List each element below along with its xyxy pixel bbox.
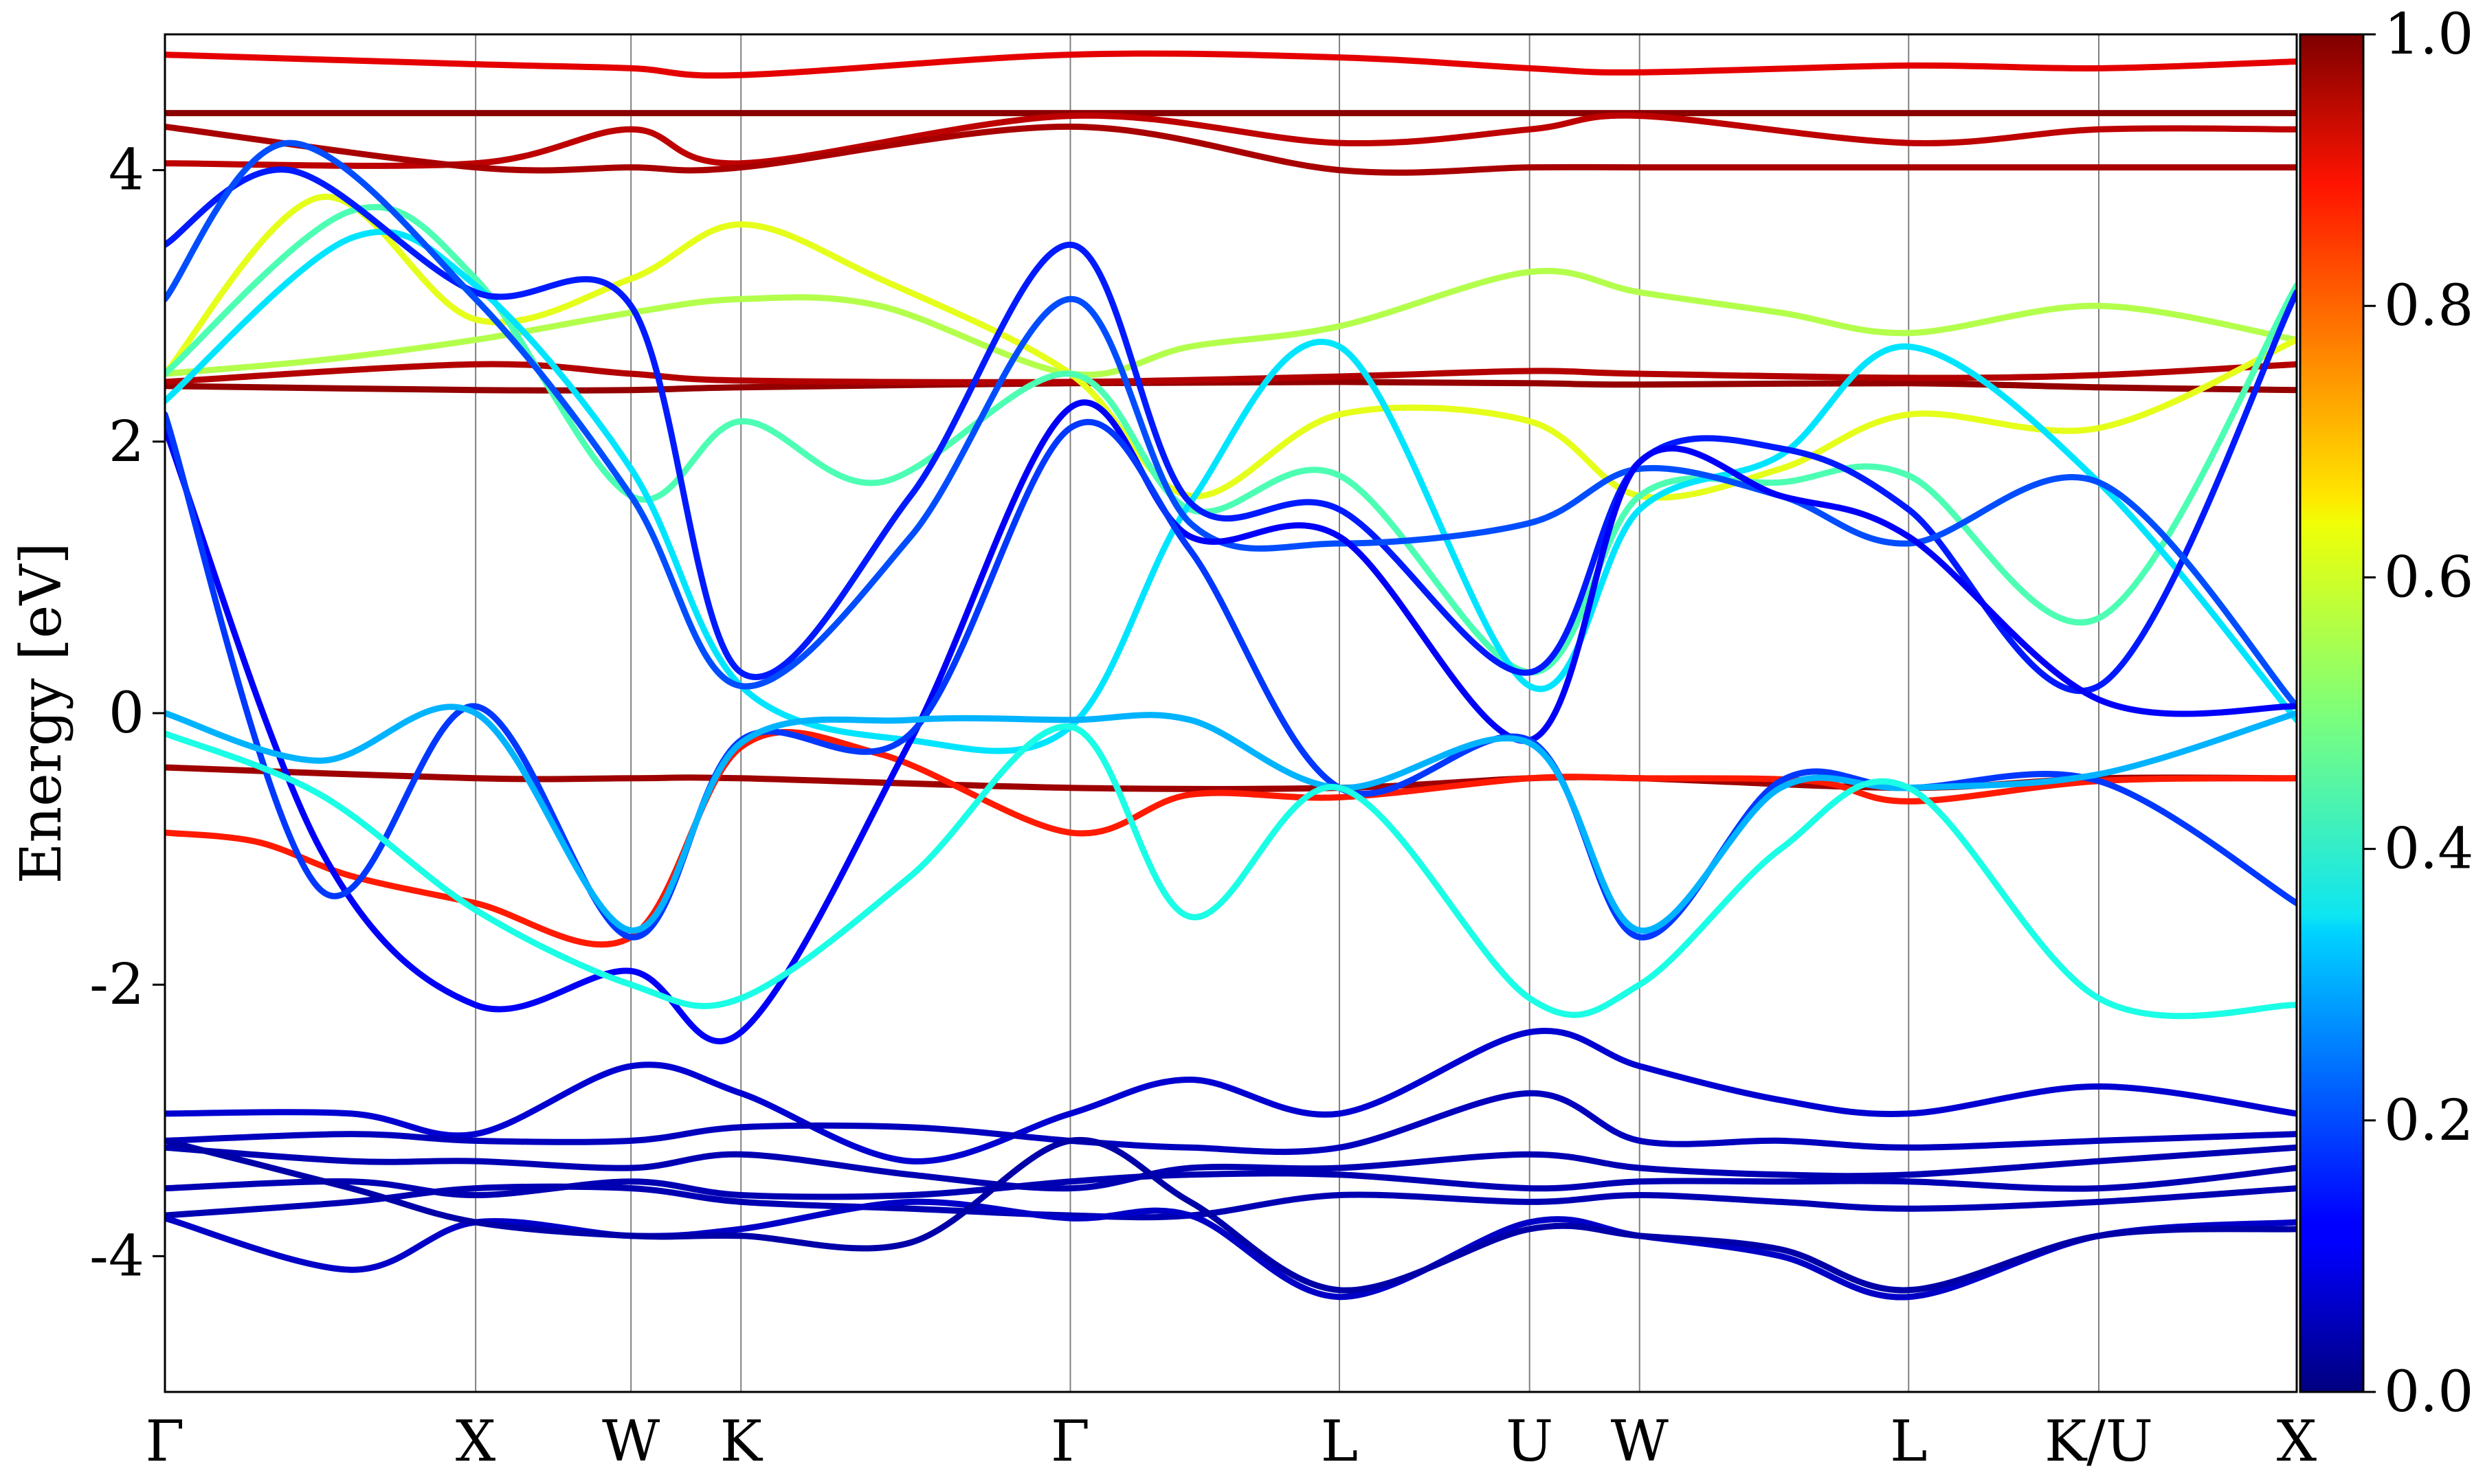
x-tick-label: Γ	[146, 1409, 185, 1474]
band-23	[165, 1198, 2297, 1301]
colorbar-ticks: 0.0 0.2 0.4 0.6 0.8 1.0	[2363, 2, 2473, 1425]
y-tick-label: 0	[109, 681, 144, 746]
colorbar-tick-label: 0.2	[2384, 1088, 2473, 1154]
band-16	[165, 704, 2297, 934]
band-15	[165, 411, 2297, 941]
x-tick-label: X	[456, 1409, 495, 1474]
band-4	[165, 112, 2297, 169]
plot-area	[164, 33, 2298, 1393]
band-17	[165, 723, 2297, 1020]
x-tick-label: L	[1890, 1409, 1927, 1474]
colorbar-tick-label: 0.0	[2384, 1360, 2473, 1425]
x-tick-label: K	[720, 1409, 764, 1474]
y-tick-label: -2	[89, 952, 144, 1018]
band-18	[165, 1028, 2297, 1165]
band-3	[165, 50, 2297, 79]
colorbar-tick-label: 0.8	[2384, 273, 2473, 339]
x-tick-label: W	[1611, 1409, 1669, 1474]
x-tick-label: K/U	[2044, 1409, 2153, 1474]
colorbar-gradient	[2299, 33, 2365, 1393]
band-13	[165, 139, 2297, 710]
colorbar-tick-label: 0.4	[2384, 817, 2473, 882]
colorbar: 0.0 0.2 0.4 0.6 0.8 1.0	[2299, 2, 2473, 1425]
y-axis-label: Energy [eV]	[9, 542, 74, 884]
band-0	[165, 379, 2297, 394]
y-tick-label: 2	[109, 409, 144, 475]
y-tick-label: 4	[109, 138, 144, 203]
y-axis: -4 -2 0 2 4	[89, 138, 165, 1289]
band-19	[165, 1090, 2297, 1156]
x-tick-label: X	[2277, 1409, 2317, 1474]
x-tick-label: U	[1506, 1409, 1553, 1474]
x-tick-label: L	[1321, 1409, 1358, 1474]
band-11	[165, 228, 2297, 754]
band-5	[165, 123, 2297, 176]
x-tick-label: Γ	[1051, 1409, 1090, 1474]
y-tick-label: -4	[89, 1224, 144, 1289]
band-lines	[165, 50, 2297, 1301]
band-12	[165, 166, 2297, 695]
band-20	[165, 1144, 2297, 1192]
colorbar-tick-label: 0.6	[2384, 545, 2473, 610]
band-24	[165, 1136, 2297, 1294]
colorbar-tick-label: 1.0	[2384, 2, 2473, 67]
x-tick-label: W	[602, 1409, 660, 1474]
band-1	[165, 361, 2297, 385]
x-axis: Γ X W K Γ L U W L K/U X	[146, 1409, 2317, 1474]
band-21	[165, 1165, 2297, 1200]
